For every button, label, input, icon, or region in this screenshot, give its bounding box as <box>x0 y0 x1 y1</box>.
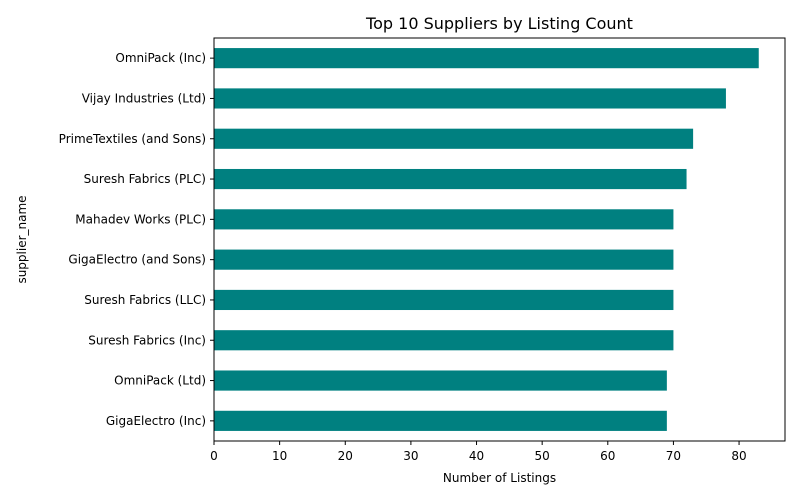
x-tick-label: 50 <box>535 449 550 463</box>
bar <box>214 128 694 149</box>
x-axis-label: Number of Listings <box>443 471 556 485</box>
x-tick-label: 30 <box>403 449 418 463</box>
x-tick-label: 0 <box>210 449 218 463</box>
bar <box>214 330 674 351</box>
bars-layer <box>214 48 759 431</box>
plot-frame <box>213 37 786 442</box>
y-tick-label: GigaElectro (Inc) <box>106 414 206 428</box>
y-tick-label: PrimeTextiles (and Sons) <box>59 132 206 146</box>
y-tick-label: Suresh Fabrics (PLC) <box>84 172 206 186</box>
y-tick-label: Suresh Fabrics (Inc) <box>88 333 206 347</box>
bar <box>214 410 667 431</box>
y-tick-label: Vijay Industries (Ltd) <box>82 91 206 105</box>
bar <box>214 168 687 190</box>
y-tick-label: Suresh Fabrics (LLC) <box>84 293 206 307</box>
bar <box>214 249 674 270</box>
bar <box>214 370 667 391</box>
x-axis-ticks: 0 10 20 30 40 50 60 70 80 <box>210 441 747 463</box>
x-tick-label: 80 <box>731 449 746 463</box>
x-tick-label: 40 <box>469 449 484 463</box>
bar <box>214 289 674 311</box>
x-tick-label: 60 <box>600 449 615 463</box>
bar <box>214 209 674 230</box>
y-axis-ticks: OmniPack (Inc) Vijay Industries (Ltd) Prim… <box>59 51 214 428</box>
bar <box>214 48 759 69</box>
y-tick-label: OmniPack (Inc) <box>115 51 206 65</box>
y-tick-label: Mahadev Works (PLC) <box>75 212 206 226</box>
y-tick-label: OmniPack (Ltd) <box>114 374 206 388</box>
x-tick-label: 20 <box>338 449 353 463</box>
y-axis-label: supplier_name <box>15 195 29 283</box>
y-tick-label: GigaElectro (and Sons) <box>68 253 206 267</box>
bar <box>214 88 726 109</box>
x-tick-label: 70 <box>666 449 681 463</box>
chart-title: Top 10 Suppliers by Listing Count <box>365 14 633 33</box>
x-tick-label: 10 <box>272 449 287 463</box>
